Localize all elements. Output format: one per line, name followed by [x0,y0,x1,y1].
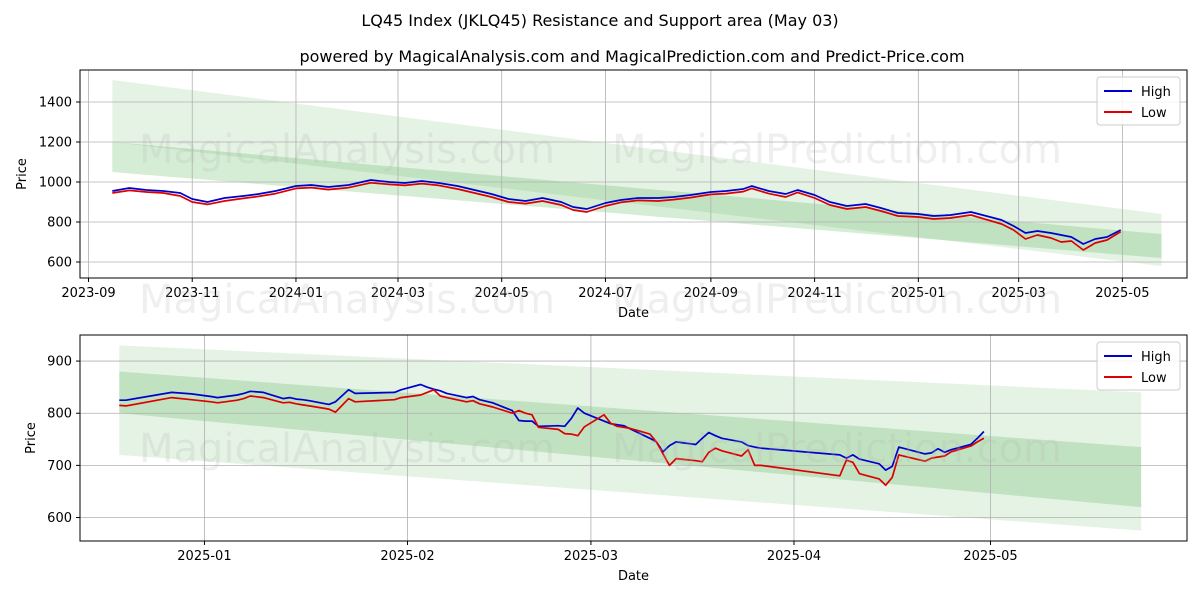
lower-legend: High Low [1096,341,1181,391]
x-tick-label: 2025-02 [380,549,434,564]
x-tick-label: 2024-05 [475,286,529,301]
upper-plot-area [80,70,1187,278]
upper-axes-frame [79,69,1188,279]
watermark-text: MagicalPrediction.com [612,426,1062,472]
y-tick-label: 900 [47,355,72,370]
x-tick-label: 2025-05 [963,549,1017,564]
x-tick-label: 2023-09 [61,286,115,301]
x-tick-label: 2025-03 [991,286,1045,301]
low-series-line [119,388,985,487]
watermark-text: MagicalAnalysis.com [139,127,555,173]
lower-axes-frame [79,334,1188,542]
upper-legend: High Low [1096,76,1181,126]
x-axis-label: Date [618,569,649,584]
band-1 [119,371,1142,508]
x-tick-label: 2024-11 [787,286,841,301]
x-tick-label: 2024-03 [371,286,425,301]
y-axis-label: Price [24,422,39,454]
legend-label-high: High [1141,85,1171,100]
high-series-line [112,179,1122,245]
y-tick-label: 700 [47,459,72,474]
legend-label-low: Low [1141,371,1167,386]
y-tick-label: 800 [47,407,72,422]
y-tick-label: 1200 [39,136,72,151]
y-tick-label: 1000 [39,176,72,191]
x-tick-label: 2024-01 [269,286,323,301]
x-tick-label: 2024-09 [684,286,738,301]
x-tick-label: 2025-05 [1095,286,1149,301]
watermark-group: MagicalAnalysis.com MagicalPrediction.co… [139,127,1062,472]
band-0 [112,80,1162,266]
x-tick-label: 2025-04 [767,549,821,564]
x-tick-label: 2024-07 [578,286,632,301]
chart-title: LQ45 Index (JKLQ45) Resistance and Suppo… [361,11,838,30]
y-tick-label: 600 [47,511,72,526]
legend-label-high: High [1141,350,1171,365]
watermark-text: MagicalPrediction.com [612,277,1062,323]
watermark-text: MagicalPrediction.com [612,127,1062,173]
watermark-text: MagicalAnalysis.com [139,277,555,323]
x-axis-label: Date [618,306,649,321]
y-tick-label: 800 [47,216,72,231]
lower-plot-area [80,335,1187,541]
y-axis-label: Price [15,158,30,190]
lower-chart-panel: 2025-01 2025-02 2025-03 2025-04 2025-05 600 70… [24,334,1188,584]
legend-label-low: Low [1141,106,1167,121]
watermark-text: MagicalAnalysis.com [139,426,555,472]
x-tick-label: 2023-11 [165,286,219,301]
low-series-line [112,181,1122,251]
x-tick-label: 2025-03 [564,549,618,564]
x-tick-label: 2025-01 [177,549,231,564]
x-tick-label: 2025-01 [891,286,945,301]
chart-subtitle: powered by MagicalAnalysis.com and Magic… [299,47,964,66]
y-tick-label: 1400 [39,96,72,111]
y-tick-label: 600 [47,256,72,271]
high-series-line [119,383,985,471]
upper-chart-panel: 2023-09 2023-11 2024-01 2024-03 2024-05 2024-… [15,69,1188,321]
